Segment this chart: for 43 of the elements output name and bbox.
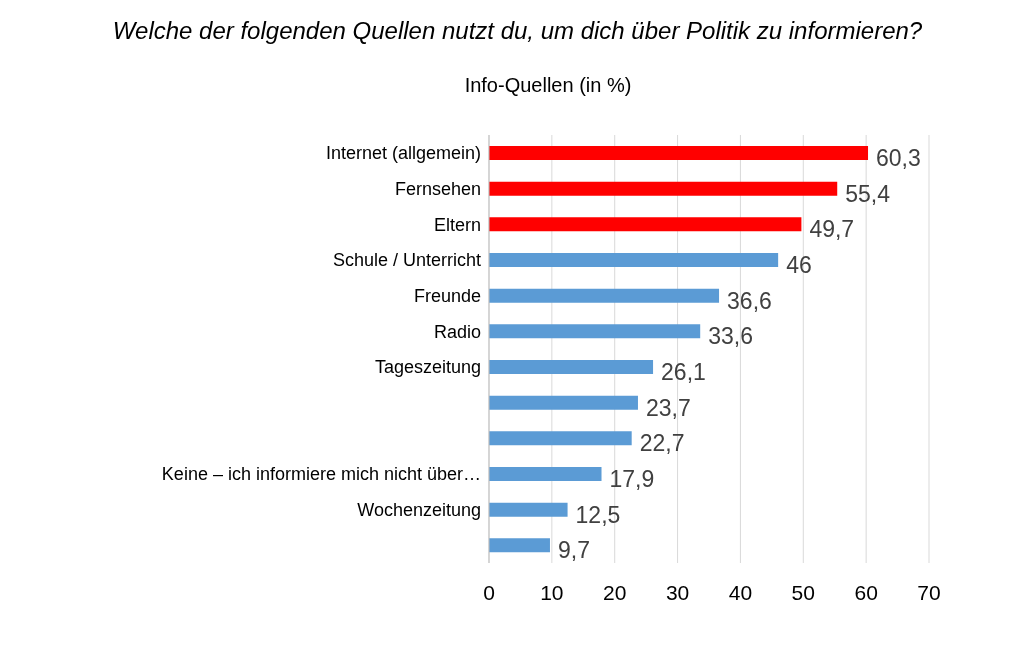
data-label: 33,6 — [708, 323, 753, 350]
data-label: 17,9 — [609, 466, 655, 493]
bar — [489, 431, 632, 446]
x-tick-label: 20 — [603, 580, 627, 604]
data-label: 49,7 — [809, 216, 855, 243]
data-label: 22,7 — [639, 430, 685, 457]
data-label: 55,4 — [845, 180, 891, 207]
y-tick-label: Fernsehen — [394, 178, 481, 199]
data-label: 60,3 — [876, 145, 921, 172]
data-label: 36,6 — [727, 287, 772, 314]
bar — [489, 217, 802, 232]
data-label: 12,5 — [575, 501, 621, 528]
data-label: 9,7 — [557, 537, 590, 564]
chart-title: Welche der folgenden Quellen nutzt du, um dich über Politik zu informieren? — [111, 16, 924, 46]
bar — [489, 181, 838, 196]
x-tick-label: 60 — [854, 580, 878, 604]
x-tick-label: 40 — [728, 580, 753, 604]
x-tick-label: 0 — [483, 580, 495, 604]
bar — [489, 395, 638, 410]
x-tick-label: 30 — [665, 580, 690, 604]
y-tick-label: Schule / Unterricht — [332, 250, 481, 271]
bar — [489, 288, 720, 303]
x-tick-label: 70 — [917, 580, 941, 604]
data-label: 26,1 — [661, 359, 706, 386]
bar — [489, 324, 701, 339]
y-tick-label: Freunde — [413, 285, 481, 306]
bar — [489, 502, 568, 517]
y-tick-label: Keine – ich informiere mich nicht über… — [161, 464, 481, 485]
data-label: 23,7 — [645, 394, 691, 421]
bar — [489, 538, 550, 553]
y-tick-label: Wochenzeitung — [357, 499, 481, 520]
bar — [489, 467, 602, 481]
y-tick-label: Internet (allgemein) — [325, 143, 481, 164]
chart-subtitle: Info-Quellen (in %) — [463, 73, 633, 98]
y-tick-label: Radio — [433, 321, 481, 342]
x-tick-label: 50 — [791, 580, 815, 604]
data-label: 46 — [786, 252, 812, 279]
y-tick-label: Eltern — [433, 214, 481, 235]
bar — [489, 360, 654, 374]
x-tick-label: 10 — [540, 580, 564, 604]
y-tick-label: Tageszeitung — [374, 357, 481, 378]
bar — [489, 146, 869, 160]
bar — [489, 253, 779, 267]
